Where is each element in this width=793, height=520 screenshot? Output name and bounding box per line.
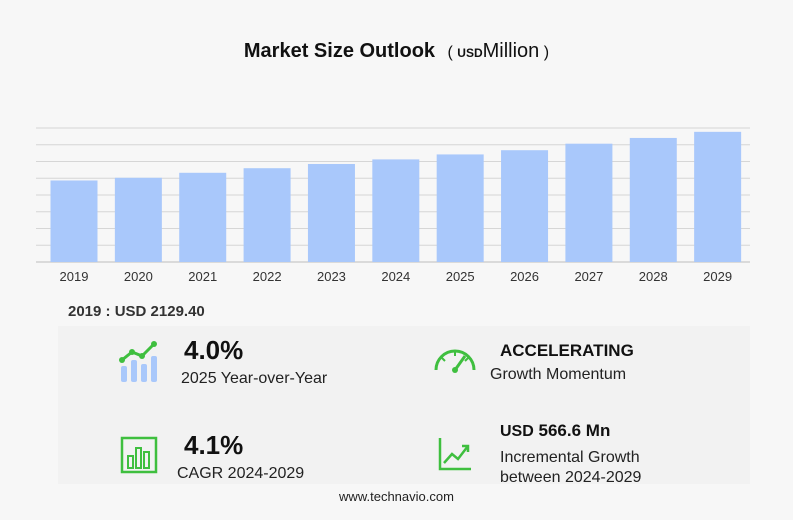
- footer-url: www.technavio.com: [339, 489, 454, 504]
- base-year-label: 2019 : USD 2129.40: [68, 303, 205, 320]
- x-tick-label: 2020: [124, 269, 153, 284]
- bar-2020: [114, 177, 162, 262]
- x-tick-label: 2024: [381, 269, 410, 284]
- bar-2024: [372, 159, 420, 262]
- incremental-label-2: between 2024-2029: [500, 469, 642, 486]
- yoy-label: 2025 Year-over-Year: [181, 370, 328, 387]
- incremental-amount: 566.6 Mn: [538, 421, 611, 440]
- momentum-label: Growth Momentum: [490, 366, 627, 383]
- x-tick-label: 2028: [639, 269, 668, 284]
- speedometer-icon: [434, 349, 476, 373]
- title-unit-prefix: USD: [457, 46, 483, 60]
- chart-title: Market Size Outlook ( USDMillion ): [0, 40, 793, 63]
- trend-line-icon: [438, 438, 471, 471]
- yoy-value: 4.0%: [184, 335, 244, 365]
- bar-2023: [307, 163, 355, 262]
- bar-2026: [501, 150, 549, 262]
- title-main: Market Size Outlook: [243, 40, 436, 62]
- incremental-label-1: Incremental Growth: [500, 449, 640, 466]
- title-unit: ( USDMillion ): [447, 40, 550, 62]
- incremental-value: USD 566.6 Mn: [500, 421, 610, 441]
- x-tick-label: 2027: [574, 269, 603, 284]
- cagr-value: 4.1%: [184, 430, 244, 460]
- x-tick-label: 2029: [703, 269, 732, 284]
- bar-2019: [50, 180, 98, 262]
- growth-chart-icon: [119, 341, 157, 382]
- stats-panel: [58, 326, 750, 484]
- bar-2025: [436, 154, 484, 262]
- bar-2022: [243, 168, 291, 262]
- momentum-value: ACCELERATING: [500, 341, 634, 360]
- bar-2027: [565, 143, 613, 262]
- x-tick-label: 2026: [510, 269, 539, 284]
- x-tick-label: 2019: [60, 269, 89, 284]
- x-tick-label: 2025: [446, 269, 475, 284]
- bar-2021: [179, 172, 227, 262]
- x-tick-label: 2022: [253, 269, 282, 284]
- bar-chart-icon: [120, 436, 158, 474]
- bar-2029: [694, 131, 742, 262]
- title-unit-name: Million: [482, 40, 540, 62]
- x-tick-label: 2023: [317, 269, 346, 284]
- cagr-label: CAGR 2024-2029: [177, 465, 305, 482]
- bar-chart: 2019 2020 2021 2022 2023 2024 2025 2026 2027 2028…: [36, 127, 750, 284]
- bar-2028: [629, 137, 677, 262]
- x-tick-label: 2021: [188, 269, 217, 284]
- incremental-prefix: USD: [500, 423, 534, 440]
